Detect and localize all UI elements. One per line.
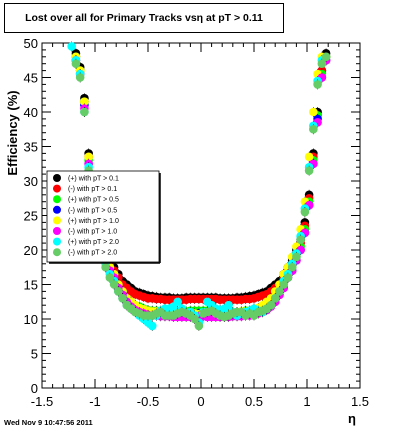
data-point	[275, 287, 284, 296]
data-point	[304, 166, 314, 175]
legend-marker	[53, 205, 61, 214]
data-point	[283, 273, 293, 282]
y-tick-label: 0	[31, 381, 38, 396]
data-point	[80, 107, 89, 117]
data-point	[317, 59, 327, 68]
legend-label: (-) with pT > 1.0	[68, 229, 117, 236]
x-tick-label: -1	[89, 394, 101, 409]
x-tick-label: 0	[197, 394, 204, 409]
legend-label: (+) with pT > 0.5	[68, 197, 119, 204]
legend-marker	[53, 195, 61, 204]
data-point	[190, 314, 199, 324]
legend-label: (+) with pT > 2.0	[68, 239, 119, 246]
data-point	[80, 97, 89, 106]
legend-marker	[53, 248, 61, 257]
data-point	[71, 59, 81, 68]
legend-label: (+) with pT > 1.0	[68, 218, 119, 225]
legend-marker	[53, 227, 61, 235]
legend-marker	[53, 174, 61, 182]
y-tick-label: 40	[24, 105, 38, 120]
legend-marker	[53, 216, 61, 225]
y-tick-label: 50	[24, 36, 38, 51]
x-tick-label: 1.5	[351, 394, 369, 409]
data-point	[224, 300, 233, 310]
legend-label: (-) with pT > 2.0	[68, 250, 117, 257]
data-point	[67, 42, 76, 51]
x-axis-title: η	[348, 411, 356, 426]
legend-box	[46, 170, 160, 263]
data-point	[270, 294, 280, 303]
data-point	[321, 52, 331, 62]
y-tick-label: 45	[24, 71, 38, 86]
data-point	[304, 152, 314, 162]
data-point	[287, 262, 297, 272]
legend: (+) with pT > 0.1 (-) with pT > 0.1 (+) wi…	[46, 170, 161, 264]
chart-title-box: Lost over all for Primary Tracks vsη at …	[4, 3, 284, 33]
legend-marker	[53, 237, 61, 246]
x-tick-label: 0.5	[245, 394, 263, 409]
legend-label: (-) with pT > 0.1	[68, 186, 117, 193]
y-axis-title: Efficiency (%)	[5, 90, 20, 175]
y-tick-label: 15	[24, 278, 38, 293]
data-point	[309, 107, 318, 117]
data-point	[296, 235, 305, 244]
y-tick-label: 20	[24, 243, 38, 258]
data-point	[84, 152, 93, 162]
data-point	[147, 321, 157, 331]
x-tick-label: -0.5	[137, 394, 159, 409]
y-tick-label: 5	[31, 347, 38, 362]
y-tick-label: 35	[24, 140, 38, 155]
timestamp-footer: Wed Nov 9 10:47:56 2011	[4, 418, 93, 427]
data-point	[101, 262, 110, 272]
legend-label: (+) with pT > 0.1	[68, 176, 119, 183]
data-point	[173, 297, 182, 307]
data-point	[194, 321, 204, 331]
series-7	[71, 51, 331, 331]
x-tick-label: 1	[303, 394, 310, 409]
data-point	[109, 280, 119, 289]
data-point	[309, 124, 318, 134]
data-point	[118, 294, 127, 303]
data-point	[105, 273, 115, 282]
data-point	[313, 80, 322, 89]
chart-title: Lost over all for Primary Tracks vsη at …	[25, 12, 263, 24]
data-point	[266, 300, 276, 310]
y-tick-label: 25	[24, 209, 38, 224]
data-point	[292, 252, 301, 262]
data-point	[279, 280, 288, 289]
data-point	[75, 73, 85, 82]
y-tick-label: 10	[24, 312, 38, 327]
data-point	[300, 207, 310, 217]
x-tick-label: -1.5	[31, 394, 53, 409]
legend-label: (-) with pT > 0.5	[68, 207, 117, 214]
legend-marker	[53, 184, 61, 193]
data-point	[114, 287, 123, 296]
y-tick-label: 30	[24, 174, 38, 189]
